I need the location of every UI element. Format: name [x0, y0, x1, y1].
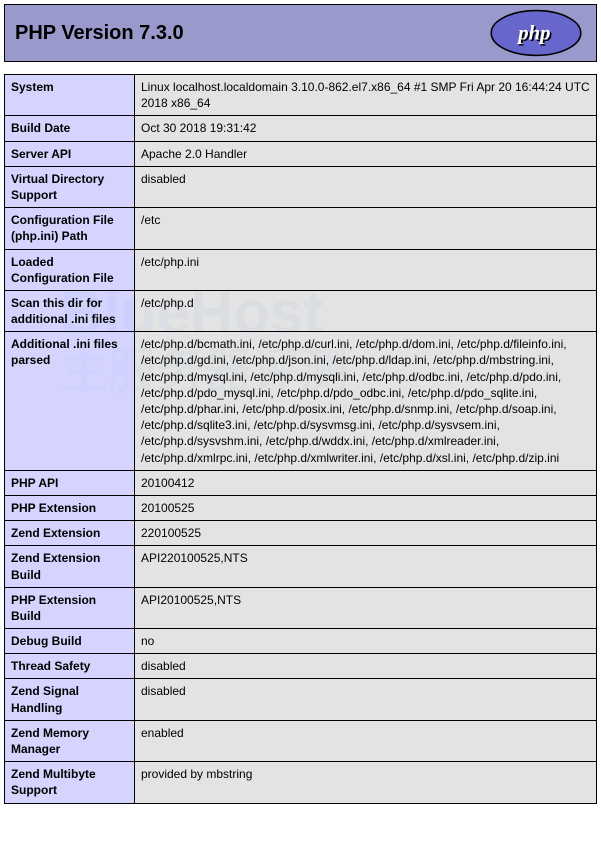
table-row: PHP Extension BuildAPI20100525,NTS [5, 587, 597, 628]
table-row: Zend Extension BuildAPI220100525,NTS [5, 546, 597, 587]
row-value: provided by mbstring [135, 762, 597, 803]
row-value: disabled [135, 654, 597, 679]
table-row: Zend Memory Managerenabled [5, 720, 597, 761]
row-label: Zend Extension [5, 521, 135, 546]
table-row: Additional .ini files parsed/etc/php.d/b… [5, 332, 597, 471]
row-value: /etc [135, 208, 597, 249]
table-row: Configuration File (php.ini) Path/etc [5, 208, 597, 249]
table-row: Server APIApache 2.0 Handler [5, 141, 597, 166]
row-value: Linux localhost.localdomain 3.10.0-862.e… [135, 75, 597, 116]
row-value: no [135, 629, 597, 654]
row-label: Zend Extension Build [5, 546, 135, 587]
table-row: Build DateOct 30 2018 19:31:42 [5, 116, 597, 141]
table-row: Scan this dir for additional .ini files/… [5, 290, 597, 331]
row-label: PHP API [5, 470, 135, 495]
phpinfo-header: PHP Version 7.3.0 php php [4, 4, 597, 62]
row-label: Build Date [5, 116, 135, 141]
row-value: 20100525 [135, 495, 597, 520]
php-logo-icon: php php [486, 9, 586, 57]
row-label: Additional .ini files parsed [5, 332, 135, 471]
row-value: Oct 30 2018 19:31:42 [135, 116, 597, 141]
row-label: Configuration File (php.ini) Path [5, 208, 135, 249]
row-label: Zend Multibyte Support [5, 762, 135, 803]
row-label: Zend Memory Manager [5, 720, 135, 761]
table-row: Zend Extension220100525 [5, 521, 597, 546]
row-value: /etc/php.d [135, 290, 597, 331]
row-value: API220100525,NTS [135, 546, 597, 587]
page-title: PHP Version 7.3.0 [15, 22, 184, 45]
title-prefix: PHP Version [15, 22, 139, 44]
row-value: /etc/php.d/bcmath.ini, /etc/php.d/curl.i… [135, 332, 597, 471]
row-value: 20100412 [135, 470, 597, 495]
row-value: 220100525 [135, 521, 597, 546]
row-label: Debug Build [5, 629, 135, 654]
row-value: disabled [135, 679, 597, 720]
row-value: disabled [135, 166, 597, 207]
row-label: Scan this dir for additional .ini files [5, 290, 135, 331]
row-label: PHP Extension Build [5, 587, 135, 628]
title-version: 7.3.0 [139, 22, 183, 44]
row-label: PHP Extension [5, 495, 135, 520]
row-label: Server API [5, 141, 135, 166]
phpinfo-table: SystemLinux localhost.localdomain 3.10.0… [4, 74, 597, 804]
row-label: Loaded Configuration File [5, 249, 135, 290]
row-value: enabled [135, 720, 597, 761]
row-value: /etc/php.ini [135, 249, 597, 290]
table-row: Zend Multibyte Supportprovided by mbstri… [5, 762, 597, 803]
row-label: Thread Safety [5, 654, 135, 679]
row-value: Apache 2.0 Handler [135, 141, 597, 166]
table-row: Thread Safetydisabled [5, 654, 597, 679]
table-row: Debug Buildno [5, 629, 597, 654]
row-value: API20100525,NTS [135, 587, 597, 628]
logo-text: php [516, 21, 550, 44]
row-label: Zend Signal Handling [5, 679, 135, 720]
table-row: Zend Signal Handlingdisabled [5, 679, 597, 720]
row-label: System [5, 75, 135, 116]
row-label: Virtual Directory Support [5, 166, 135, 207]
table-row: SystemLinux localhost.localdomain 3.10.0… [5, 75, 597, 116]
table-row: PHP Extension20100525 [5, 495, 597, 520]
table-row: Loaded Configuration File/etc/php.ini [5, 249, 597, 290]
table-row: PHP API20100412 [5, 470, 597, 495]
table-row: Virtual Directory Supportdisabled [5, 166, 597, 207]
